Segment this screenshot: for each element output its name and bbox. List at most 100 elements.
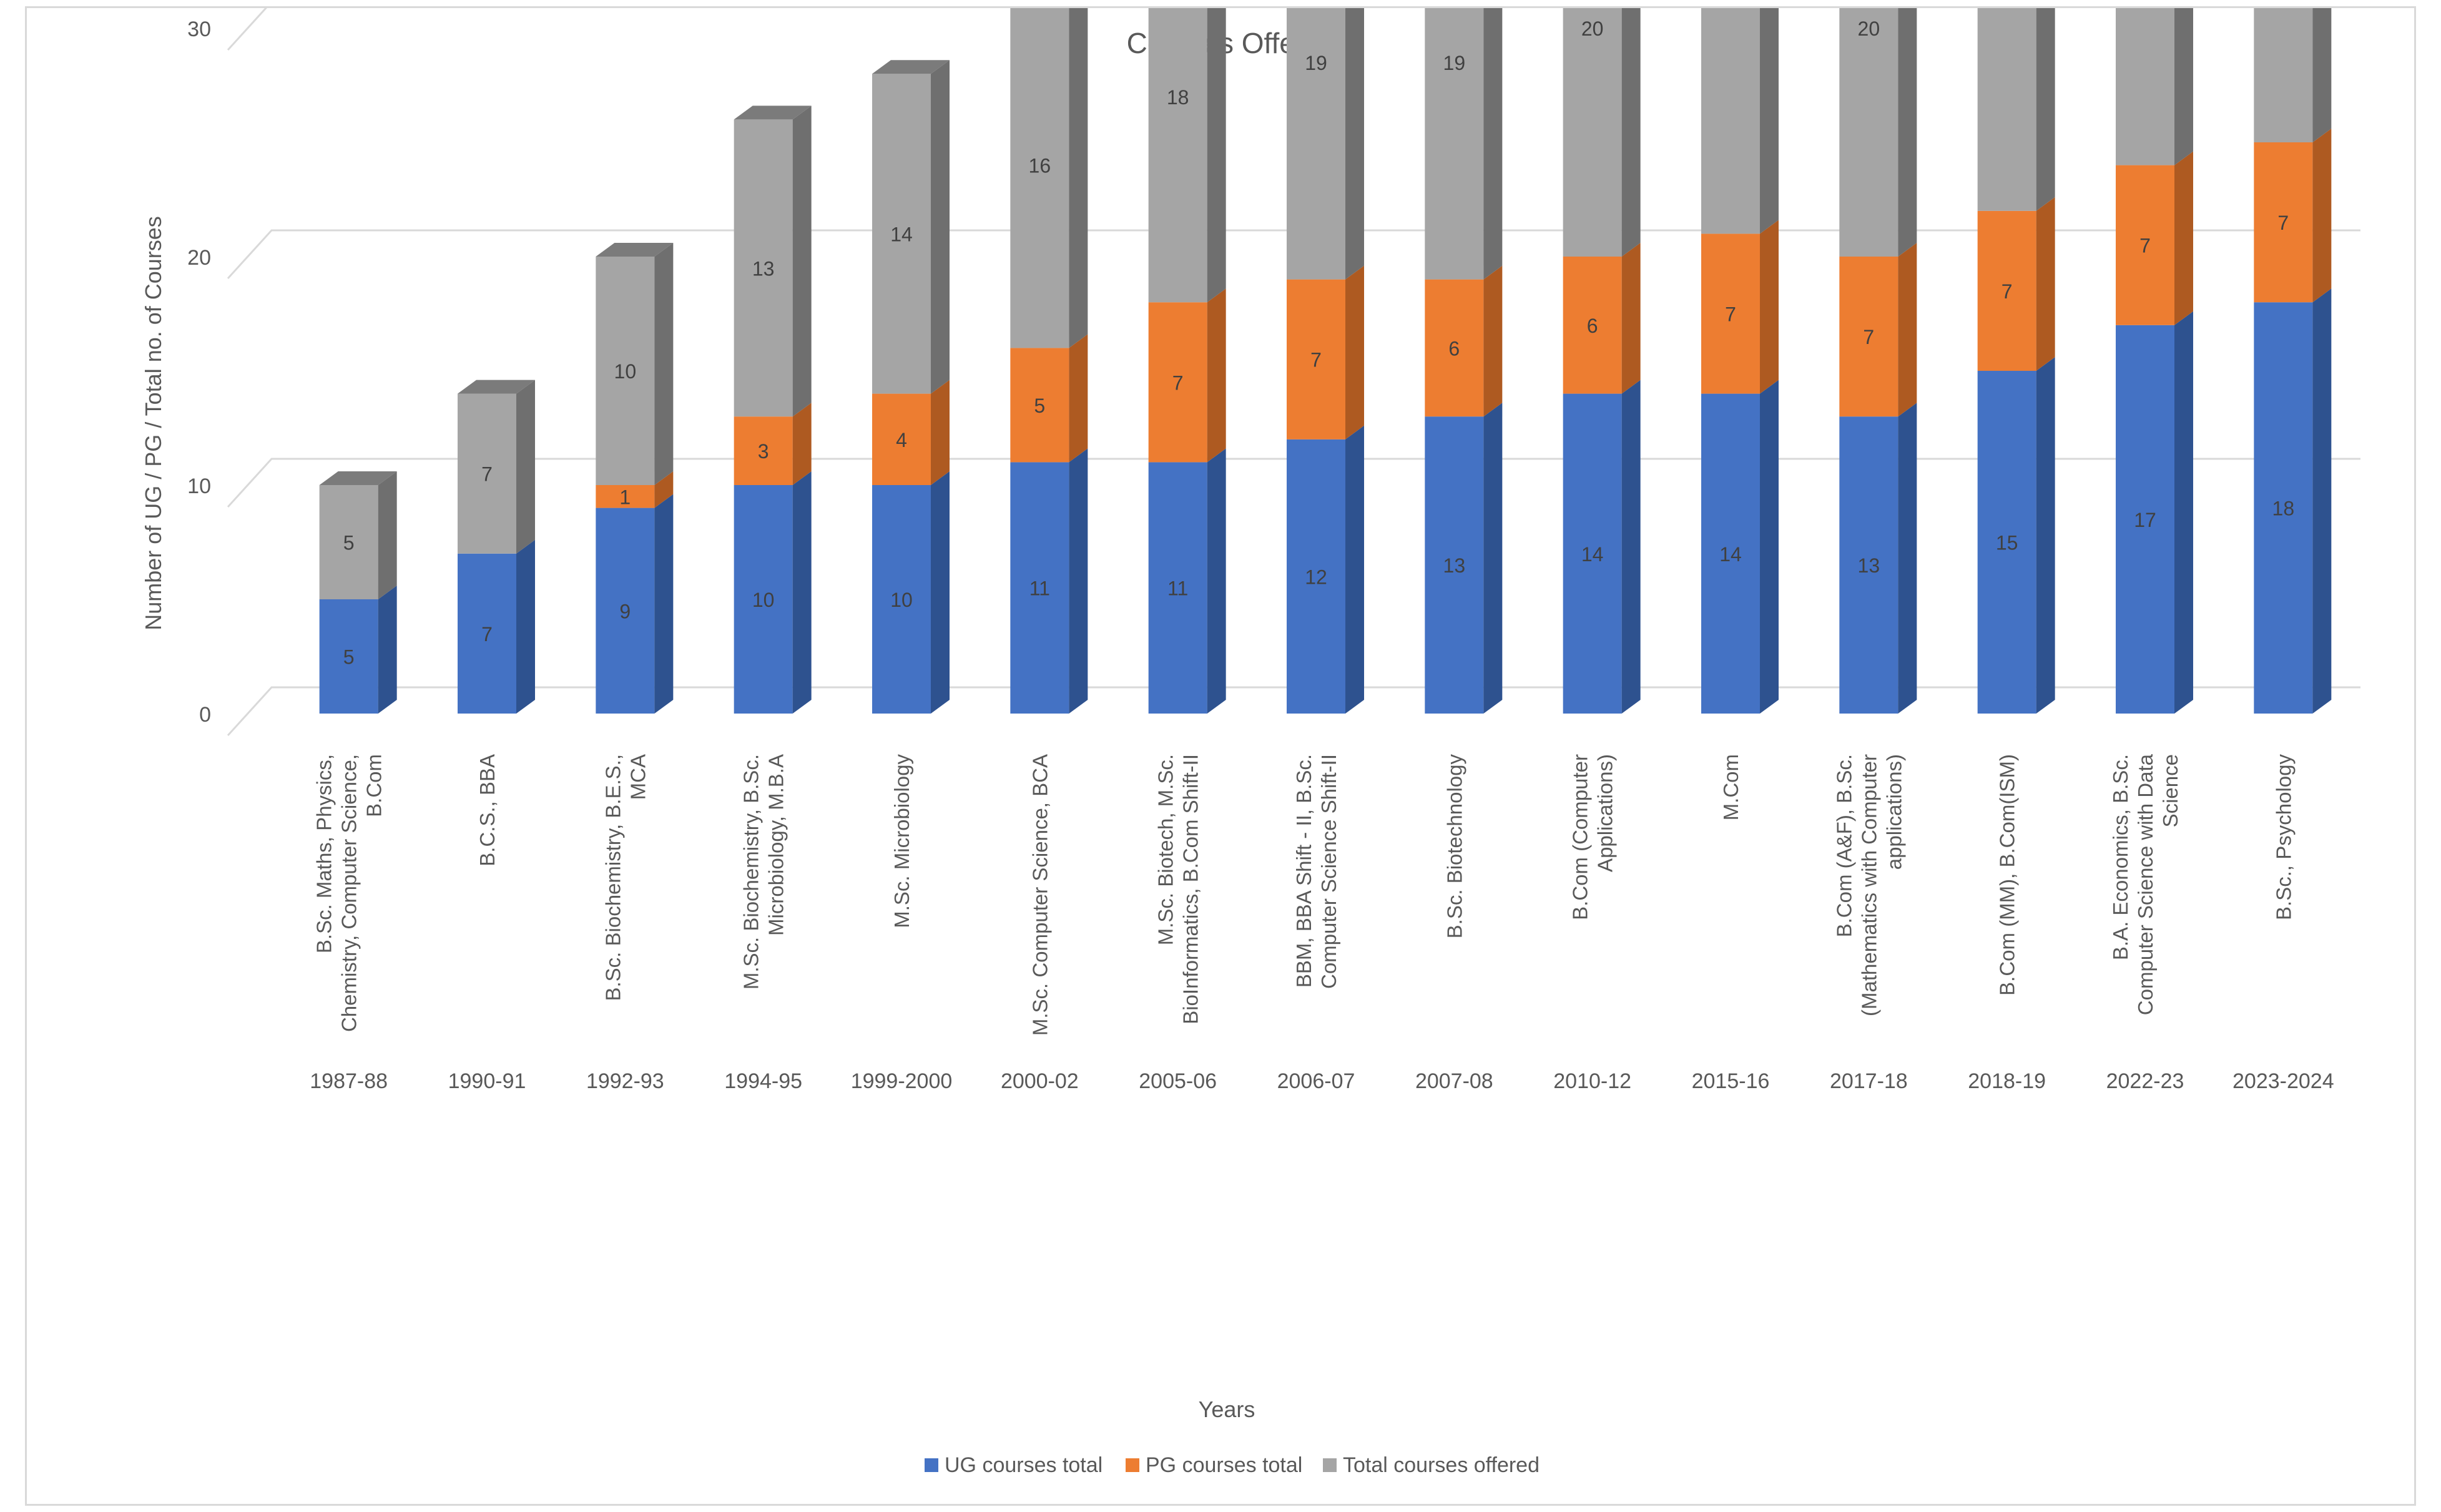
year-label: 2022-23 (2106, 1069, 2184, 1093)
bar-top-total (458, 380, 535, 394)
data-label-ug: 18 (2272, 498, 2295, 520)
data-label-total: 7 (481, 463, 493, 486)
bar-ug-2007-08 (1425, 416, 1484, 714)
bar-pg-2017-18 (1839, 257, 1898, 417)
bar-side-pg (1207, 288, 1226, 463)
bar-top-total (734, 106, 812, 120)
bar-ug-2010-12 (1563, 393, 1622, 714)
data-label-total: 19 (1305, 52, 1327, 74)
bar-side-ug (378, 586, 397, 714)
bar-side-total (2312, 8, 2332, 142)
year-label: 2023-2024 (2232, 1069, 2334, 1093)
chart-frame: Courses Offered 01020304050 557791101031… (25, 6, 2416, 1506)
data-label-pg: 6 (1587, 315, 1598, 337)
data-label-ug: 10 (890, 589, 913, 611)
course-label-line: Applications) (1594, 754, 1617, 872)
x-axis-labels: B.Sc. Maths, Physics, Chemistry, Computer… (310, 754, 2334, 1093)
data-label-total: 5 (343, 532, 355, 554)
bar-side-ug (1069, 448, 1088, 714)
bar-ug-2000-02 (1010, 462, 1069, 714)
bar-side-pg (2312, 129, 2332, 303)
bar-side-total (931, 60, 950, 394)
course-label: B.Sc. Biochemistry, B.E.S., MCA (601, 754, 649, 1001)
bar-side-pg (1483, 265, 1503, 417)
bar-pg-2000-02 (1010, 348, 1069, 463)
bar-side-pg (2174, 151, 2193, 325)
bar-side-ug (654, 494, 674, 714)
bar-ug-1987-88 (319, 599, 378, 714)
data-label-pg: 7 (2139, 235, 2151, 257)
course-label-line: B.Sc. Biochemistry, B.E.S., (601, 754, 624, 1001)
course-label-line: M.Sc. Biochemistry, B.Sc. (740, 754, 763, 989)
bar-side-ug (792, 471, 812, 714)
y-axis-title: Number of UG / PG / Total no. of Courses (140, 216, 166, 631)
bar-pg-1999-2000 (872, 393, 931, 485)
data-label-pg: 7 (1725, 303, 1736, 326)
bar-pg-2022-23 (2116, 165, 2174, 325)
bar-side-total (378, 471, 397, 599)
course-label-line: B.Sc. Maths, Physics, (313, 754, 336, 953)
bar-ug-1992-93 (596, 508, 655, 714)
bar-side-total (516, 380, 535, 554)
data-label-pg: 7 (1310, 349, 1322, 371)
bar-side-total (2036, 8, 2055, 211)
bar-side-total (654, 243, 674, 485)
bar-total-2017-18 (1839, 8, 1898, 257)
data-label-pg: 7 (2277, 212, 2289, 234)
course-label: M.Sc. Microbiology (890, 754, 913, 928)
course-label: B.Com (A&F), B.Sc. (Mathematics with Comp… (1832, 754, 1905, 1016)
course-label-line: BioInformatics, B.Com Shift-II (1179, 754, 1202, 1024)
bar-ug-2015-16 (1701, 393, 1760, 714)
year-label: 2017-18 (1830, 1069, 1908, 1093)
course-label-line: Microbiology, M.B.A (765, 754, 788, 936)
data-label-total: 10 (614, 360, 637, 383)
course-label: B.Com (MM), B.Com(ISM) (1996, 754, 2019, 996)
bar-side-pg (654, 471, 674, 508)
data-label-ug: 9 (619, 600, 631, 622)
bar-ug-2023-2024 (2254, 302, 2313, 714)
data-label-ug: 7 (481, 623, 493, 646)
course-label-line: B.Sc. Biotechnology (1443, 754, 1466, 939)
bar-side-pg (2036, 197, 2055, 371)
year-label: 2015-16 (1692, 1069, 1770, 1093)
bar-side-total (1621, 8, 1641, 257)
course-label: BBM, BBA Shift - II, B.Sc. Computer Scien… (1292, 754, 1340, 989)
bar-side-pg (792, 403, 812, 485)
y-tick-label: 10 (187, 474, 211, 498)
bar-top-total (319, 471, 397, 485)
data-label-ug: 5 (343, 646, 355, 669)
bar-side-pg (1621, 243, 1641, 394)
bar-top-total (872, 60, 950, 74)
course-label: M.Com (1719, 754, 1742, 820)
course-label: B.A. Economics, B.Sc. Computer Science wi… (2109, 754, 2182, 1015)
bar-side-total (1898, 8, 1917, 257)
data-label-ug: 13 (1443, 554, 1466, 577)
bar-total-1994-95 (734, 119, 793, 417)
year-label: 2018-19 (1968, 1069, 2046, 1093)
bar-side-ug (1898, 403, 1917, 714)
legend: UG courses total PG courses total Total co… (925, 1453, 1540, 1477)
gridline (227, 686, 2360, 737)
bar-ug-1999-2000 (872, 485, 931, 714)
bar-total-1999-2000 (872, 74, 931, 394)
course-label-line: Science (2159, 754, 2182, 827)
legend-label-total: Total courses offered (1343, 1453, 1540, 1477)
data-label-ug: 14 (1719, 543, 1742, 566)
year-label: 2010-12 (1553, 1069, 1631, 1093)
year-label: 1992-93 (586, 1069, 664, 1093)
bar-pg-2006-07 (1287, 279, 1345, 439)
course-label-line: M.Sc. Computer Science, BCA (1028, 754, 1051, 1036)
y-tick-label: 30 (187, 17, 211, 41)
year-label: 2005-06 (1139, 1069, 1217, 1093)
data-label-ug: 17 (2134, 509, 2156, 531)
data-label-ug: 11 (1167, 577, 1188, 600)
bar-pg-2007-08 (1425, 279, 1484, 417)
bar-side-ug (1345, 425, 1364, 714)
bar-side-total (1483, 8, 1503, 280)
bar-side-pg (1898, 243, 1917, 417)
course-label-line: Computer Science Shift-II (1317, 754, 1340, 989)
bar-side-total (1069, 8, 1088, 348)
bar-top-total (596, 243, 674, 257)
legend-label-pg: PG courses total (1146, 1453, 1302, 1477)
gridline (227, 458, 2360, 508)
